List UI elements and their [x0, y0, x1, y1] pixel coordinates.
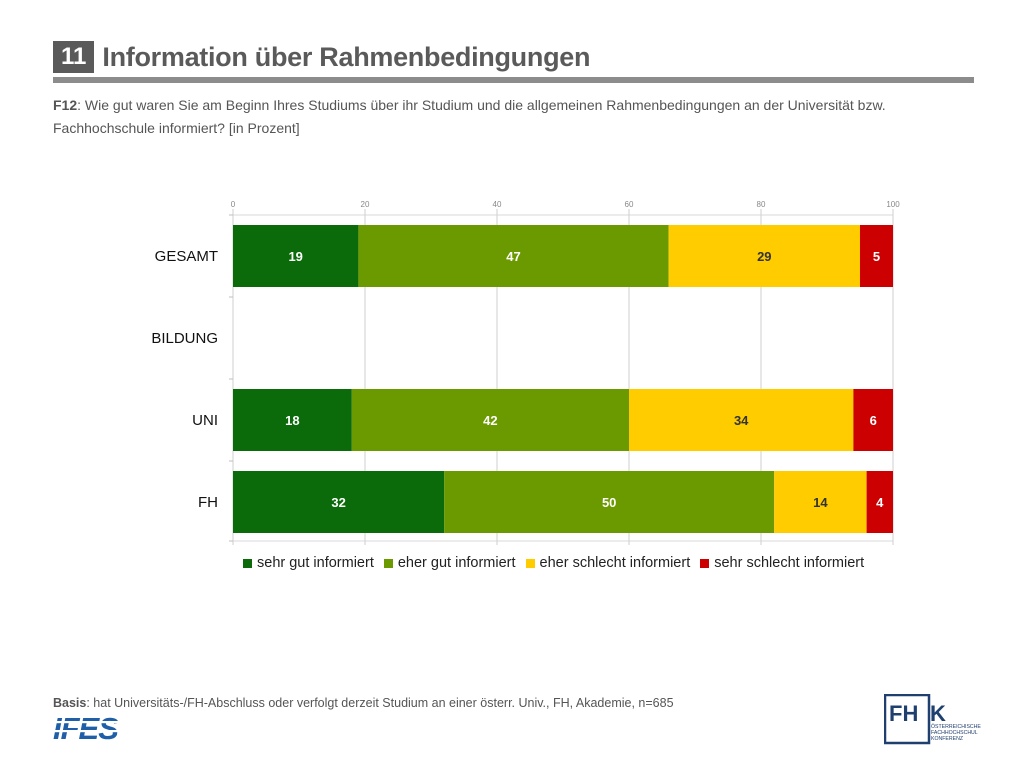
data-label: 6	[870, 413, 877, 428]
question-code: F12	[53, 97, 78, 113]
category-label: UNI	[192, 412, 218, 429]
x-tick-label: 40	[493, 200, 502, 209]
footer-basis: Basis: hat Universitäts-/FH-Abschluss od…	[53, 696, 674, 710]
bar-segment	[358, 225, 669, 287]
title-rule	[53, 77, 974, 83]
x-tick-label: 80	[757, 200, 766, 209]
legend-swatch	[243, 558, 252, 568]
data-label: 50	[602, 495, 616, 510]
bar-segment	[444, 471, 775, 533]
category-label: GESAMT	[155, 248, 218, 265]
legend-item: sehr gut informiert	[243, 555, 374, 571]
bar-segment	[860, 225, 893, 287]
stacked-bar-chart: 0 20 40 60 80 100 GESAMT BILDUNG UNI FH 19 47 29 5 18 4…	[151, 200, 900, 545]
legend-label: sehr schlecht informiert	[714, 555, 865, 571]
x-tick-label: 0	[231, 200, 236, 209]
data-label: 47	[506, 249, 520, 264]
legend-label: sehr gut informiert	[257, 555, 374, 571]
data-label: 34	[734, 413, 749, 428]
data-label: 5	[873, 249, 880, 264]
data-label: 18	[285, 413, 299, 428]
x-tick-label: 20	[361, 200, 370, 209]
fhk-logo: FH K ÖSTERREICHISCHE FACHHOCHSCHUL KONFE…	[884, 694, 981, 745]
bar-segment	[351, 389, 629, 451]
legend-label: eher schlecht informiert	[539, 555, 691, 571]
bar-segment	[233, 389, 352, 451]
basis-label: Basis	[53, 696, 87, 710]
section-number: 11	[53, 41, 95, 73]
legend-swatch	[700, 558, 710, 568]
basis-text: : hat Universitäts-/FH-Abschluss oder ve…	[86, 696, 674, 710]
legend-label: eher gut informiert	[397, 555, 516, 571]
data-label: 32	[331, 495, 345, 510]
svg-text:ÖSTERREICHISCHE: ÖSTERREICHISCHE	[931, 723, 981, 730]
bar-segment	[853, 389, 893, 451]
data-label: 19	[288, 249, 302, 264]
legend-item: sehr schlecht informiert	[700, 555, 864, 571]
bar-segment	[774, 471, 867, 533]
svg-text:FACHHOCHSCHUL: FACHHOCHSCHUL	[931, 730, 978, 736]
svg-text:IFES: IFES	[53, 712, 119, 742]
category-label: FH	[198, 494, 218, 511]
data-label: 14	[813, 495, 828, 510]
bar-segment	[629, 389, 854, 451]
bar-segment	[233, 471, 445, 533]
x-tick-label: 100	[886, 200, 900, 209]
legend-item: eher gut informiert	[383, 555, 516, 571]
page-title: Information über Rahmenbedingungen	[102, 41, 591, 72]
bar-segment	[233, 225, 359, 287]
bar-segment	[866, 471, 893, 533]
category-label: BILDUNG	[151, 330, 218, 347]
ifes-logo: IFES	[53, 712, 123, 742]
legend-swatch	[525, 558, 535, 568]
svg-text:FH: FH	[889, 701, 918, 726]
data-label: 29	[757, 249, 771, 264]
data-label: 42	[483, 413, 497, 428]
chart-legend: sehr gut informiert eher gut informiert eh…	[243, 555, 874, 571]
bar-segment	[668, 225, 860, 287]
question-text: F12: Wie gut waren Sie am Beginn Ihres S…	[53, 94, 953, 140]
data-label: 4	[876, 495, 884, 510]
title-row: 11 Information über Rahmenbedingungen	[53, 40, 590, 74]
legend-swatch	[383, 558, 393, 568]
x-tick-label: 60	[625, 200, 634, 209]
svg-text:KONFERENZ: KONFERENZ	[931, 736, 963, 742]
legend-item: eher schlecht informiert	[525, 555, 691, 571]
question-body: : Wie gut waren Sie am Beginn Ihres Stud…	[53, 97, 886, 136]
svg-text:K: K	[930, 701, 946, 726]
